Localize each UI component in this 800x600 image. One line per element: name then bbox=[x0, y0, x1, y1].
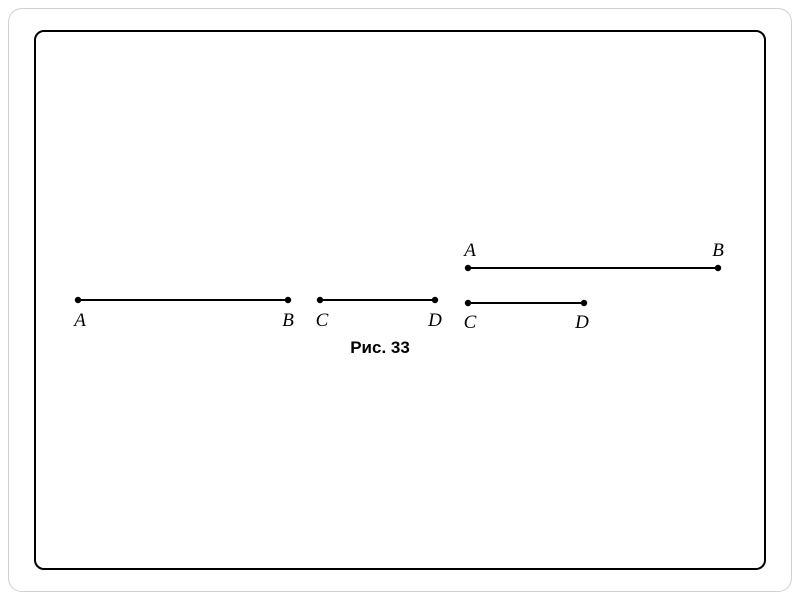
endpoint-dot bbox=[317, 297, 323, 303]
endpoint-dot bbox=[465, 300, 471, 306]
label-B-left: B bbox=[282, 310, 294, 332]
endpoint-dot bbox=[432, 297, 438, 303]
label-A-left: A bbox=[74, 310, 86, 332]
endpoint-dot bbox=[465, 265, 471, 271]
label-D-right: D bbox=[575, 312, 589, 334]
geometry-svg bbox=[0, 0, 800, 600]
endpoint-dot bbox=[581, 300, 587, 306]
label-C-right: C bbox=[464, 312, 477, 334]
label-B-right: B bbox=[712, 240, 724, 262]
endpoint-dot bbox=[285, 297, 291, 303]
figure-caption: Рис. 33 bbox=[350, 338, 410, 358]
endpoint-dot bbox=[715, 265, 721, 271]
label-C-mid: C bbox=[316, 310, 329, 332]
endpoint-dot bbox=[75, 297, 81, 303]
label-D-mid: D bbox=[428, 310, 442, 332]
label-A-right: A bbox=[464, 240, 476, 262]
